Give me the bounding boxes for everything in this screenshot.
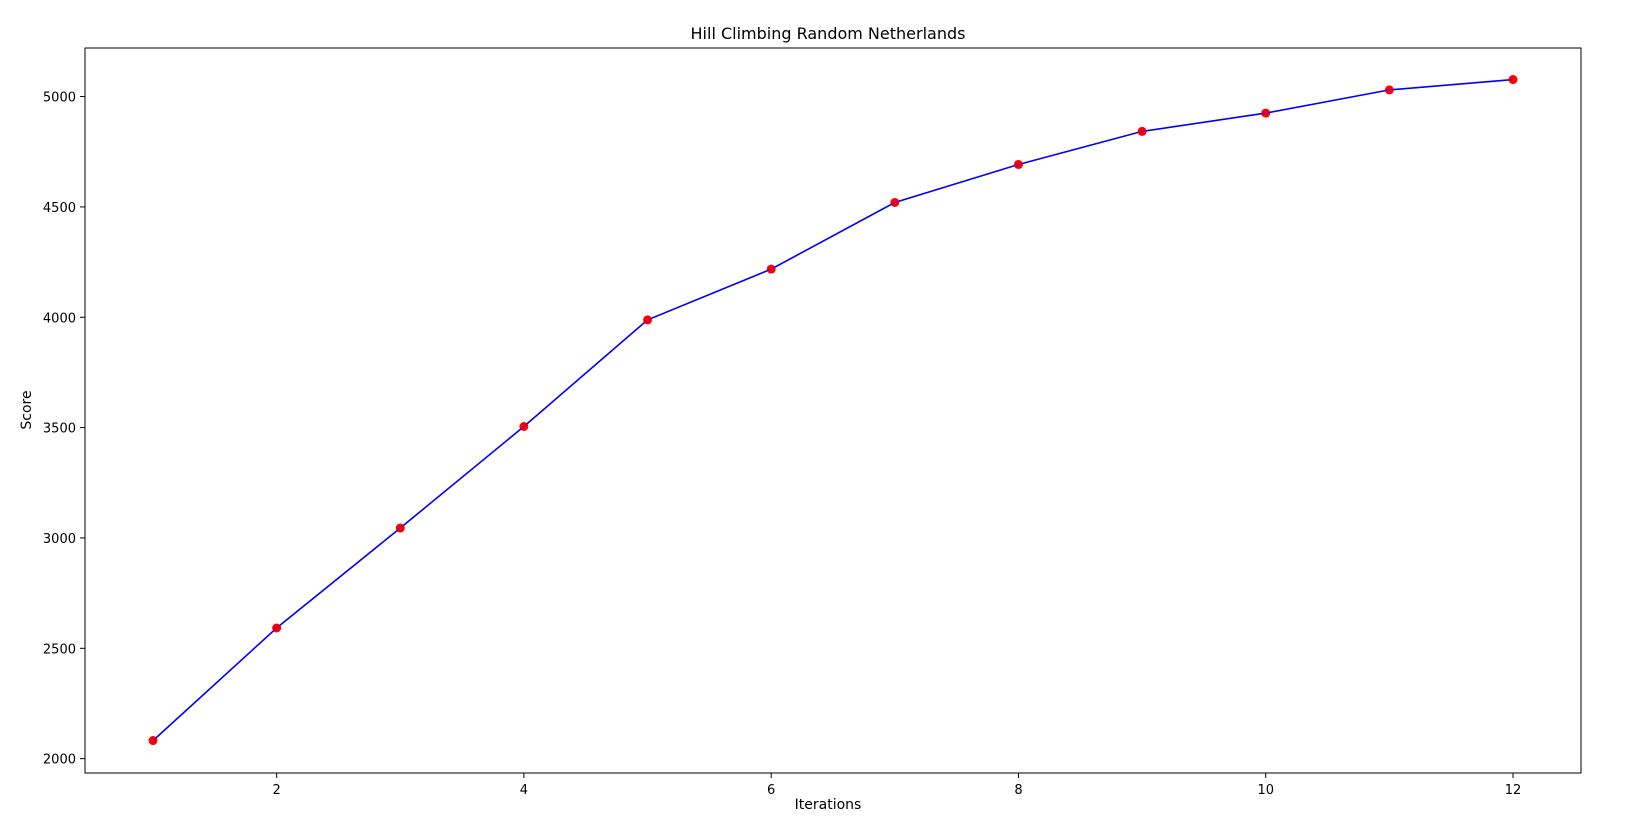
y-tick-label: 4000 [43, 311, 76, 326]
y-tick-label: 3500 [43, 422, 76, 437]
x-tick-label: 10 [1257, 783, 1274, 798]
y-tick-label: 5000 [43, 91, 76, 106]
x-tick-label: 4 [520, 783, 528, 798]
chart-title: Hill Climbing Random Netherlands [691, 24, 966, 43]
series-line-overlay [152, 79, 1514, 741]
data-point [1508, 75, 1518, 85]
y-tick-label: 2000 [43, 753, 76, 768]
x-axis-label: Iterations [795, 797, 862, 813]
x-tick-label: 2 [272, 783, 280, 798]
x-tick-label: 6 [767, 783, 775, 798]
y-tick-label: 4500 [43, 201, 76, 216]
x-tick-label: 12 [1505, 783, 1522, 798]
y-tick-label: 3000 [43, 532, 76, 547]
series-group [148, 75, 1518, 746]
x-tick-label: 8 [1014, 783, 1022, 798]
axis-ticks: 2 4 6 8 10 12 2000 2500 3000 3500 4000 4500 5000 [43, 91, 1521, 798]
plot-frame [84, 47, 1582, 774]
y-tick-label: 2500 [43, 642, 76, 657]
y-axis-label: Score [19, 390, 35, 429]
